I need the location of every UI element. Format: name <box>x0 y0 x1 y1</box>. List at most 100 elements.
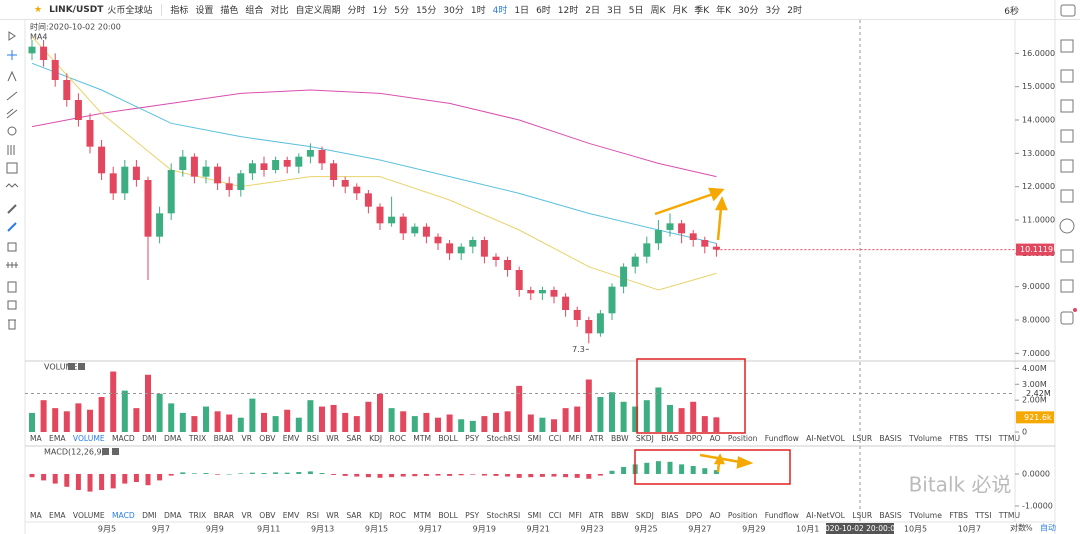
indicator-tab[interactable]: MA <box>30 511 42 520</box>
indicator-tab[interactable]: TTSI <box>975 511 992 520</box>
indicator-tab[interactable]: DMA <box>164 511 182 520</box>
indicator-tab[interactable]: Fundflow <box>764 511 799 520</box>
indicator-tab[interactable]: LSUR <box>852 434 873 443</box>
period-button[interactable]: 分时 <box>347 6 366 16</box>
indicator-tab[interactable]: BOLL <box>438 434 458 443</box>
tool-button[interactable]: 指标 <box>170 6 189 16</box>
panel-icon[interactable] <box>1060 189 1074 203</box>
indicator-tab[interactable]: PSY <box>465 434 480 443</box>
scale-option[interactable]: 对数 <box>1010 523 1026 533</box>
period-button[interactable]: 4时 <box>492 6 508 16</box>
indicator-tab[interactable]: DPO <box>685 511 703 520</box>
indicator-tab[interactable]: MA <box>30 434 42 443</box>
circle-icon[interactable] <box>7 126 17 136</box>
indicator-tab[interactable]: EMV <box>282 434 300 443</box>
bars-icon[interactable] <box>7 145 15 155</box>
indicator-tab[interactable]: SMI <box>527 434 542 443</box>
period-button[interactable]: 1分 <box>372 6 388 16</box>
panel-icon[interactable] <box>1060 159 1074 173</box>
indicator-tab[interactable]: TRIX <box>188 511 207 520</box>
wave-icon[interactable] <box>5 183 19 188</box>
pane-button[interactable] <box>78 363 85 370</box>
indicator-tab[interactable]: EMA <box>49 511 66 520</box>
lock-icon[interactable] <box>7 242 17 252</box>
scale-option[interactable]: 自动 <box>1040 523 1056 533</box>
indicator-tab[interactable]: BOLL <box>438 511 458 520</box>
indicator-tab[interactable]: BRAR <box>213 511 235 520</box>
brush-icon[interactable] <box>7 222 17 232</box>
refresh-interval[interactable]: 6秒 <box>1004 7 1019 17</box>
indicator-tab[interactable]: Position <box>727 511 758 520</box>
indicator-tab[interactable]: CCI <box>548 511 562 520</box>
period-button[interactable]: 12时 <box>557 6 579 16</box>
pane-button[interactable] <box>112 448 119 455</box>
trash-icon[interactable] <box>8 319 16 330</box>
text-icon[interactable] <box>7 70 17 82</box>
period-button[interactable]: 1日 <box>514 6 530 16</box>
indicator-tab[interactable]: RSI <box>306 434 319 443</box>
period-button[interactable]: 2时 <box>787 6 802 16</box>
pane-button[interactable] <box>68 363 75 370</box>
crosshair-icon[interactable] <box>7 50 17 60</box>
indicator-tab[interactable]: AO <box>709 434 721 443</box>
indicator-tab[interactable]: VOLUME <box>72 511 105 520</box>
indicator-tab[interactable]: BBW <box>610 434 629 443</box>
indicator-tab[interactable]: RSI <box>306 511 319 520</box>
period-button[interactable]: 15分 <box>415 6 437 16</box>
cursor-icon[interactable] <box>8 31 16 41</box>
indicator-tab[interactable]: SKDJ <box>635 511 654 520</box>
indicator-tab[interactable]: SKDJ <box>635 434 654 443</box>
indicator-tab[interactable]: BIAS <box>661 511 679 520</box>
indicator-tab[interactable]: SMI <box>527 511 542 520</box>
indicator-tab[interactable]: ROC <box>389 511 406 520</box>
period-button[interactable]: 3日 <box>606 6 622 16</box>
indicator-tab[interactable]: EMV <box>282 511 300 520</box>
indicator-tab[interactable]: WR <box>326 434 340 443</box>
save-icon[interactable] <box>7 300 17 310</box>
indicator-tab[interactable]: EMA <box>49 434 66 443</box>
panel-icon[interactable] <box>1060 249 1074 263</box>
period-button[interactable]: 6时 <box>536 6 551 16</box>
indicator-tab[interactable]: BASIS <box>879 434 902 443</box>
tool-button[interactable]: 组合 <box>245 6 264 16</box>
indicator-tab[interactable]: DMI <box>142 434 157 443</box>
tool-button[interactable]: 对比 <box>270 6 289 16</box>
indicator-tab[interactable]: TTMU <box>998 434 1020 443</box>
indicator-tab[interactable]: SAR <box>346 434 362 443</box>
custom-period[interactable]: 自定义周期 <box>295 6 341 16</box>
indicator-tab[interactable]: MFI <box>568 511 582 520</box>
indicator-tab[interactable]: OBV <box>259 434 276 443</box>
period-button[interactable]: 年K <box>716 6 732 16</box>
indicator-tab[interactable]: StochRSI <box>486 434 521 443</box>
line-icon[interactable] <box>6 91 18 101</box>
indicator-tab[interactable]: TTSI <box>975 434 992 443</box>
indicator-tab[interactable]: StochRSI <box>486 511 521 520</box>
tool-button[interactable]: 描色 <box>220 6 239 16</box>
indicator-tab[interactable]: MTM <box>413 434 432 443</box>
indicator-tab[interactable]: MTM <box>413 511 432 520</box>
indicator-tab[interactable]: OBV <box>259 511 276 520</box>
indicator-tab[interactable]: TVolume <box>909 511 942 520</box>
indicator-tab[interactable]: DPO <box>685 434 703 443</box>
period-button[interactable]: 1时 <box>470 6 486 16</box>
indicator-tab[interactable]: TVolume <box>909 434 942 443</box>
pro-icon[interactable] <box>1060 311 1074 325</box>
indicator-tab[interactable]: BBW <box>610 511 629 520</box>
period-button[interactable]: 周K <box>650 6 666 16</box>
indicator-tab[interactable]: AO <box>709 511 721 520</box>
star-icon[interactable]: ★ <box>34 4 43 15</box>
period-button[interactable]: 2日 <box>585 6 600 16</box>
panel-icon[interactable] <box>1060 99 1074 113</box>
measure-icon[interactable] <box>6 262 18 268</box>
period-button[interactable]: 5日 <box>628 6 644 16</box>
period-button[interactable]: 5分 <box>394 6 409 16</box>
indicator-tab[interactable]: DMA <box>164 434 182 443</box>
panel-icon[interactable] <box>1060 39 1074 53</box>
indicator-tab[interactable]: FTBS <box>949 434 968 443</box>
indicator-tab[interactable]: CCI <box>548 434 562 443</box>
period-button[interactable]: 30分 <box>738 6 759 16</box>
indicator-tab[interactable]: WR <box>326 511 340 520</box>
gear-icon[interactable] <box>1059 218 1075 234</box>
period-button[interactable]: 月K <box>672 6 688 16</box>
panel-icon[interactable] <box>1060 129 1074 143</box>
